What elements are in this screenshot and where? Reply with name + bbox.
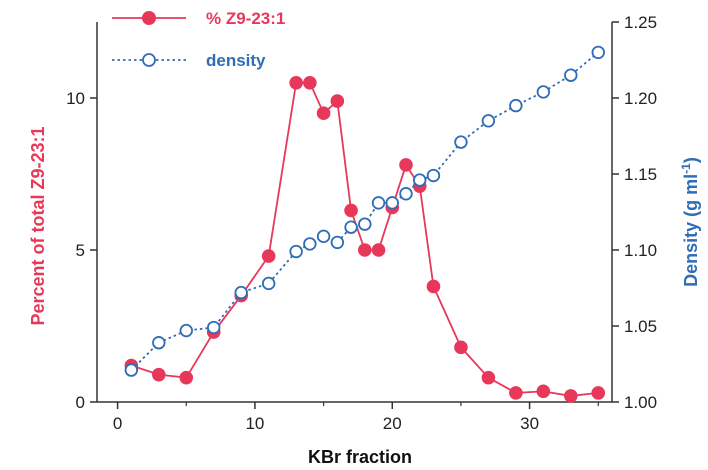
left-axis-ticks: 0 5 10: [66, 89, 97, 412]
right-tick-label: 1.20: [624, 89, 657, 108]
series-point-0: [371, 243, 386, 257]
series-point-1: [564, 68, 578, 82]
series-point-0: [261, 249, 276, 263]
x-axis-title: KBr fraction: [308, 447, 412, 467]
right-tick-label: 1.00: [624, 393, 657, 412]
series-point-1: [344, 220, 358, 234]
left-tick-label: 10: [66, 89, 85, 108]
series-point-1: [316, 229, 331, 244]
series-point-0: [564, 389, 578, 403]
series-point-1: [385, 196, 399, 210]
x-axis-ticks: 0 10 20 30: [113, 402, 599, 433]
left-tick-label: 0: [76, 393, 85, 412]
series-point-1: [152, 336, 166, 350]
legend-label-percent: % Z9-23:1: [206, 9, 285, 28]
right-tick-label: 1.05: [624, 317, 657, 336]
right-tick-label: 1.15: [624, 165, 657, 184]
series-point-1: [371, 196, 386, 210]
right-tick-label: 1.25: [624, 13, 657, 32]
series-point-1: [509, 98, 523, 113]
series-point-0: [358, 243, 372, 257]
series-point-0: [303, 76, 317, 90]
series-point-0: [179, 370, 194, 385]
series-point-1: [124, 363, 139, 377]
series-point-0: [344, 203, 358, 218]
legend-marker-density: [142, 53, 156, 67]
series-point-1: [330, 235, 345, 250]
series-point-0: [399, 158, 413, 172]
series-point-1: [358, 217, 372, 231]
series-point-0: [536, 384, 551, 399]
series-point-0: [152, 367, 166, 382]
x-tick-label: 30: [520, 414, 539, 433]
legend-marker-percent: [142, 11, 156, 25]
series-point-1: [179, 323, 193, 338]
series-point-1: [399, 187, 413, 201]
series-line-0: [131, 81, 599, 397]
series-point-0: [316, 106, 331, 120]
series-point-1: [454, 135, 468, 149]
series-point-1: [289, 244, 303, 259]
left-axis-title: Percent of total Z9-23:1: [28, 126, 48, 325]
legend: % Z9-23:1 density: [112, 9, 285, 70]
series-point-1: [536, 85, 551, 99]
series-point-1: [413, 173, 427, 187]
series-point-0: [330, 94, 345, 108]
series-point-0: [509, 386, 523, 400]
right-tick-label: 1.10: [624, 241, 657, 260]
series-point-1: [234, 285, 248, 300]
legend-label-density: density: [206, 51, 266, 70]
series-point-1: [591, 45, 605, 60]
series-point-0: [591, 386, 606, 400]
x-tick-label: 0: [113, 414, 122, 433]
series-point-1: [426, 168, 441, 183]
right-axis-title: Density (g ml-1): [679, 157, 701, 287]
series-point-1: [261, 276, 276, 291]
series-point-1: [207, 320, 221, 335]
series-point-0: [426, 279, 441, 294]
x-tick-label: 10: [245, 414, 264, 433]
series-point-1: [481, 114, 496, 128]
series-line-1: [130, 51, 599, 371]
series-point-0: [454, 340, 468, 355]
series-point-0: [481, 370, 496, 385]
x-tick-label: 20: [383, 414, 402, 433]
series-point-1: [303, 237, 317, 251]
left-tick-label: 5: [76, 241, 85, 260]
right-axis-ticks: 1.00 1.05 1.10 1.15 1.20 1.25: [612, 13, 657, 412]
series-layer: [124, 45, 606, 403]
series-point-0: [289, 76, 303, 90]
